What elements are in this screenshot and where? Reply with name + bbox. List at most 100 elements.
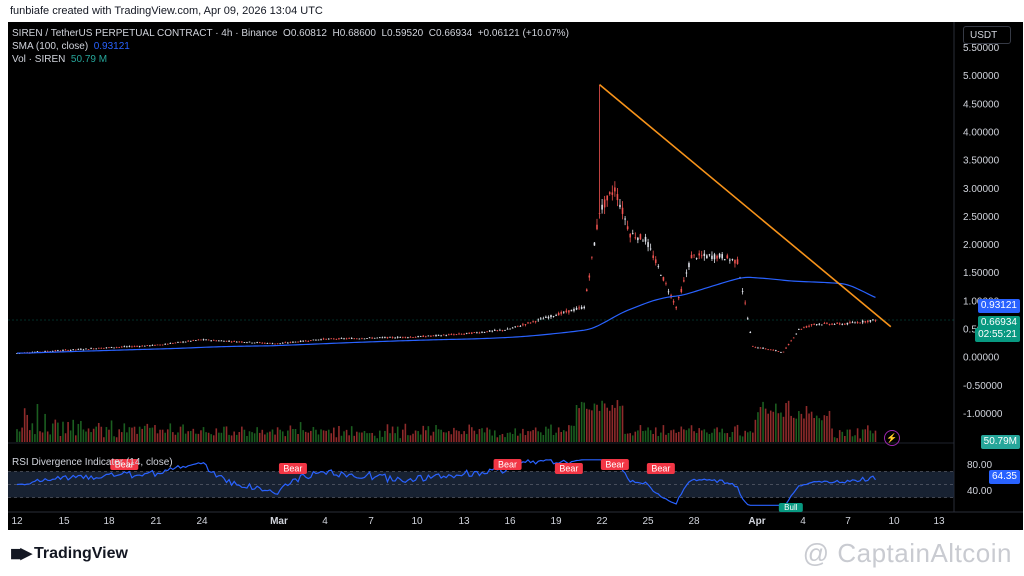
volume-bar: [381, 436, 384, 442]
candle-body: [726, 255, 729, 259]
candle-body: [453, 334, 455, 336]
volume-bar: [514, 428, 517, 442]
volume-bar: [425, 430, 427, 442]
volume-bar: [154, 425, 156, 442]
candle-body: [16, 353, 18, 354]
candle-body: [445, 335, 448, 337]
candle-body: [414, 336, 417, 338]
volume-bar: [218, 432, 220, 442]
volume-bar: [368, 433, 371, 442]
candle-body: [752, 345, 754, 347]
candle-body: [353, 338, 356, 340]
candle-body: [36, 351, 39, 353]
volume-bar: [570, 425, 573, 442]
volume-bar: [874, 430, 877, 442]
volume-bar: [775, 403, 777, 442]
candle-body: [777, 351, 780, 353]
volume-bar: [764, 408, 767, 442]
volume-bar: [509, 432, 511, 442]
candle-body: [759, 347, 762, 349]
chart-frame[interactable]: 5.50000 5.00000 4.50000 4.00000 3.50000 3.000…: [8, 22, 1023, 530]
price-chart[interactable]: 5.50000 5.00000 4.50000 4.00000 3.50000 3.000…: [8, 22, 1023, 530]
volume-bar: [189, 430, 192, 442]
volume-bar: [555, 432, 557, 442]
legend-volume-row[interactable]: Vol · SIREN 50.79 M: [12, 53, 107, 66]
volume-bar: [322, 430, 325, 442]
volume-bar: [639, 425, 642, 442]
volume-bar: [85, 431, 87, 442]
legend-sma-row[interactable]: SMA (100, close) 0.93121: [12, 40, 130, 53]
volume-bar: [654, 427, 657, 442]
candle-body: [568, 310, 570, 313]
legend-rsi-row[interactable]: RSI Divergence Indicator (14, close): [12, 456, 173, 469]
volume-bar: [233, 431, 235, 442]
candle-body: [92, 348, 95, 350]
rsi-label: RSI Divergence Indicator (14, close): [12, 457, 173, 468]
candle-body: [782, 351, 785, 353]
candle-body: [639, 234, 642, 240]
candle-body: [189, 340, 192, 342]
candle-body: [225, 340, 228, 342]
volume-bar: [826, 415, 828, 442]
candle-body: [197, 339, 200, 341]
volume-tag: 50.79M: [980, 435, 1020, 449]
candle-body: [202, 339, 205, 341]
volume-bar: [87, 428, 90, 442]
volume-bar: [672, 429, 675, 442]
candle-body: [534, 321, 537, 323]
candle-body: [608, 192, 611, 194]
volume-bar: [164, 432, 166, 442]
candle-body: [432, 335, 435, 337]
lightning-icon[interactable]: ⚡: [884, 430, 900, 446]
candle-body: [72, 349, 75, 351]
price-tick-label: -0.50000: [963, 381, 1003, 392]
volume-bar: [790, 415, 792, 442]
candle-body: [87, 349, 90, 350]
candle-body: [823, 323, 826, 324]
volume-bar: [614, 407, 616, 442]
candle-body: [105, 347, 108, 349]
volume-bar: [458, 431, 460, 442]
candle-body: [294, 341, 297, 343]
volume-bar: [463, 431, 465, 442]
candle-body: [458, 333, 460, 335]
candle-body: [754, 347, 757, 349]
candle-body: [583, 306, 586, 309]
volume-bar: [26, 414, 29, 442]
volume-bar: [389, 433, 391, 442]
currency-button[interactable]: USDT: [963, 26, 1011, 44]
volume-bar: [810, 411, 813, 442]
volume-bar: [345, 429, 348, 442]
volume-bar: [366, 433, 368, 442]
volume-bar: [649, 430, 652, 442]
bear-signal-label: Bear: [554, 463, 583, 474]
volume-bar: [238, 432, 241, 442]
time-tick-label: 25: [642, 516, 654, 527]
candle-body: [412, 337, 414, 338]
volume-bar: [849, 429, 851, 442]
volume-bar: [445, 432, 448, 442]
trendline: [599, 83, 892, 328]
bear-signal-label: Bear: [600, 459, 629, 470]
candle-body: [246, 342, 248, 344]
candle-body: [133, 346, 136, 347]
candle-body: [212, 339, 215, 341]
price-tick-label: 4.50000: [963, 99, 1000, 110]
volume-bar: [667, 432, 670, 442]
volume-bar: [539, 432, 542, 442]
candle-body: [713, 254, 716, 260]
tradingview-logo[interactable]: ◼▶ TradingView: [10, 544, 128, 563]
candle-body: [100, 347, 103, 349]
candle-body: [317, 339, 320, 341]
volume-bar: [207, 432, 210, 442]
candle-body: [179, 341, 182, 343]
volume-bar: [864, 429, 867, 442]
candle-body: [746, 318, 749, 320]
candle-body: [795, 333, 798, 335]
volume-bar: [483, 432, 486, 442]
volume-bar: [585, 408, 588, 442]
bull-signal-box: [778, 503, 803, 512]
candle-body: [631, 233, 634, 235]
candle-body: [274, 343, 276, 345]
candle-body: [281, 342, 284, 344]
